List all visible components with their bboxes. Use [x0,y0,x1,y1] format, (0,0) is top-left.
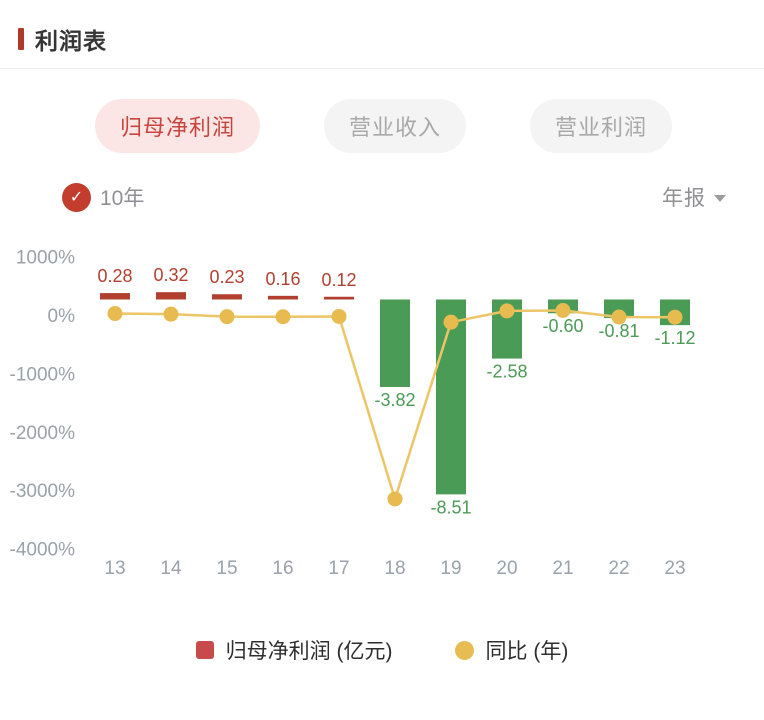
yoy-point-19[interactable] [443,314,459,330]
bar-16[interactable] [268,295,298,300]
check-circle-icon: ✓ [62,182,91,212]
page-title: 利润表 [35,28,107,54]
bar-value-label-19: -8.51 [430,497,471,517]
x-axis-tick-19: 19 [440,558,461,579]
bar-value-label-13: 0.28 [97,266,132,286]
bar-13[interactable] [100,293,130,300]
bar-18[interactable] [380,299,410,387]
yoy-point-17[interactable] [331,308,347,324]
bar-value-label-14: 0.32 [153,265,188,285]
yoy-point-18[interactable] [387,491,403,507]
chevron-down-icon [714,195,726,202]
tab-parent-net-profit[interactable]: 归母净利润 [95,99,261,153]
x-axis-tick-15: 15 [216,558,237,579]
title-row: 利润表 [18,22,764,56]
profit-chart: 1000% 0% -1000% -2000% -3000% -4000% 0.28 0.32 0… [10,248,696,579]
x-axis-tick-18: 18 [384,558,405,579]
period-label: 年报 [662,187,706,210]
metric-tabs: 归母净利润 营业收入 营业利润 [95,99,764,153]
yoy-point-15[interactable] [219,309,235,325]
bar-value-label-21: -0.60 [542,316,583,336]
yoy-point-13[interactable] [107,306,123,322]
legend-item-bar: 归母净利润 (亿元) [195,635,393,665]
y-axis-tick: -1000% [10,364,76,385]
y-axis-tick: 1000% [16,248,75,269]
bar-value-label-15: 0.23 [209,267,244,287]
y-axis-tick: -2000% [10,423,76,444]
chart-legend: 归母净利润 (亿元) 同比 (年) [0,635,764,665]
x-axis-tick-22: 22 [608,558,629,579]
yoy-point-20[interactable] [499,303,515,319]
x-axis-tick-17: 17 [328,558,349,579]
yoy-point-16[interactable] [275,309,291,325]
bar-14[interactable] [156,292,186,300]
yoy-point-22[interactable] [611,309,627,325]
bar-value-label-18: -3.82 [374,390,415,410]
range-label: 10年 [100,187,145,210]
bar-value-label-20: -2.58 [486,362,527,382]
header: 利润表 [0,0,764,68]
yoy-point-23[interactable] [667,309,683,325]
chart-controls: ✓ 10年 年报 [62,182,726,212]
x-axis-tick-14: 14 [160,558,182,579]
x-axis-tick-13: 13 [104,558,125,579]
period-dropdown[interactable]: 年报 [662,182,726,212]
header-divider [0,68,764,69]
x-axis-tick-21: 21 [552,558,573,579]
bar-value-label-23: -1.12 [654,328,695,348]
legend-item-line: 同比 (年) [454,635,569,665]
bar-value-label-22: -0.81 [598,321,639,341]
bar-series-swatch-icon [195,641,214,659]
bar-15[interactable] [212,294,242,300]
yoy-point-21[interactable] [555,303,571,319]
range-selector[interactable]: ✓ 10年 [62,182,144,212]
x-axis-tick-16: 16 [272,558,293,579]
line-series-label: 同比 (年) [485,640,569,663]
tab-operating-revenue[interactable]: 营业收入 [324,99,467,153]
bar-series-label: 归母净利润 (亿元) [225,640,393,663]
y-axis-tick: 0% [48,306,76,327]
tab-operating-profit[interactable]: 营业利润 [530,99,673,153]
bar-17[interactable] [324,296,354,300]
bar-value-label-17: 0.12 [321,270,356,290]
x-axis-tick-23: 23 [664,558,685,579]
y-axis-tick: -3000% [10,481,76,502]
y-axis-tick: -4000% [10,540,76,561]
line-series-swatch-icon [454,640,474,660]
chart-area: 1000% 0% -1000% -2000% -3000% -4000% 0.28 0.32 0… [0,226,764,607]
bar-value-label-16: 0.16 [265,269,300,289]
title-accent-bar [18,28,24,50]
yoy-point-14[interactable] [163,306,179,322]
bar-22[interactable] [604,299,634,319]
bar-19[interactable] [436,299,466,495]
x-axis-tick-20: 20 [496,558,517,579]
